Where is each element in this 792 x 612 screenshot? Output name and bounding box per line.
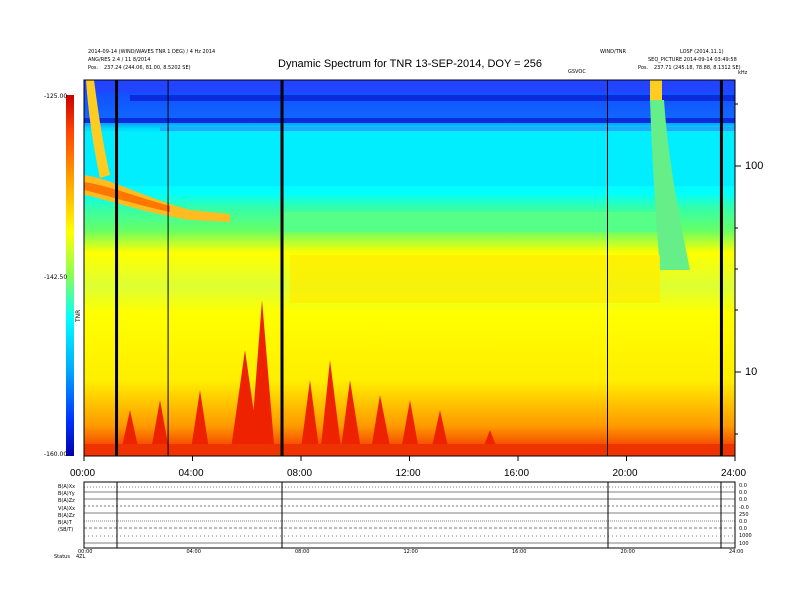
x-tick-label: 00:00 — [70, 468, 96, 479]
late-green-plume — [650, 100, 690, 270]
header-right-pos-label: Pos. — [638, 65, 649, 71]
y-axis-right — [735, 103, 741, 435]
band-light-1 — [160, 127, 735, 131]
strip-right-label: 250 — [739, 511, 749, 518]
band-top — [84, 80, 735, 92]
header-left-pos-label: Pos. — [88, 65, 99, 71]
band-dark-1 — [130, 95, 735, 101]
colorbar-tick-mid: -142.50 — [44, 274, 68, 281]
strip-bottom-tick: 24:00 — [729, 549, 744, 555]
strip-bottom-tick: 04:00 — [186, 549, 201, 555]
early-burst-core — [84, 182, 170, 212]
x-tick-label: 04:00 — [178, 468, 204, 479]
strip-left-label: (SB/T) — [58, 527, 74, 534]
colorbar — [66, 95, 74, 456]
header-right-top2: LOSF (2014.11.1) — [680, 49, 724, 55]
late-stripe — [650, 80, 662, 102]
bottom-red-floor — [84, 444, 735, 456]
colorbar-tick-bottom: -160.00 — [44, 451, 68, 458]
strip-right-label: 0.0 — [739, 526, 747, 533]
x-axis-ticks — [83, 456, 736, 461]
data-gap-lines — [115, 80, 723, 456]
chart-title: Dynamic Spectrum for TNR 13-SEP-2014, DO… — [278, 58, 543, 70]
strip-bottom-tick: 00:00 — [78, 549, 93, 555]
strip-left-label: B(A)Zz — [58, 512, 75, 519]
strip-frame — [83, 481, 736, 549]
header-right-corner: kHz — [738, 70, 748, 76]
mid-yellow-band — [290, 255, 660, 303]
strip-left-label: V(A)Xx — [58, 505, 76, 512]
strip-left-label: B(A)Zz — [58, 498, 75, 505]
strip-left-label: B(A)T — [58, 520, 72, 526]
strip-right-label: 1000 — [739, 533, 752, 540]
strip-gap-lines — [116, 482, 722, 548]
header-right-pos-value: 237.71 (245.18, 78.88, 8.1312 SE) — [654, 65, 741, 71]
x-tick-label: 16:00 — [504, 468, 530, 479]
strip-bottom-tick: 20:00 — [620, 549, 635, 555]
y-tick-10: 10 — [745, 366, 758, 378]
x-tick-label: 08:00 — [287, 468, 313, 479]
early-burst-arc — [84, 175, 230, 222]
band-dark-2 — [84, 118, 735, 123]
header-right-line2: SEQ_PICTURE 2014-09-14 03:49:58 — [648, 57, 737, 63]
colorbar-tick-top: -125.00 — [44, 93, 68, 100]
header-mid-right-label: GSVOC — [568, 69, 586, 75]
bottom-spikes — [120, 300, 500, 456]
strip-bottom-tick: 12:00 — [403, 549, 418, 555]
strip-left-label: B(A)Xx — [58, 484, 76, 490]
x-tick-label: 20:00 — [612, 468, 638, 479]
strip-right-label: 0.0 — [739, 519, 747, 525]
strip-traces — [84, 486, 735, 544]
strip-left-label: B(A)Yy — [58, 491, 75, 498]
strip-bottom-tick: 08:00 — [295, 549, 310, 555]
header-left-line2: ANG/RES 2.4 / 11 8/2014 — [88, 57, 151, 63]
strip-right-label: 0.0 — [739, 497, 747, 504]
strip-status-value: 4ZL — [76, 554, 86, 560]
y-tick-100: 100 — [745, 160, 764, 172]
x-tick-label: 24:00 — [721, 468, 747, 479]
cyan-region — [84, 131, 735, 186]
strip-right-label: 0.0 — [739, 490, 747, 497]
strip-right-label: -0.0 — [739, 504, 749, 511]
strip-right-label: 100 — [739, 540, 749, 547]
strip-bottom-tick: 16:00 — [512, 549, 527, 555]
green-region — [280, 212, 660, 232]
x-tick-label: 12:00 — [395, 468, 421, 479]
header-left-pos-value: 237.24 (244.06, 81.00, 8.5202 SE) — [104, 65, 191, 71]
strip-right-label: 0.0 — [739, 483, 747, 489]
early-streak — [86, 80, 110, 178]
header-right-top1: WIND/TNR — [600, 49, 626, 55]
header-left-line1: 2014-09-14 (WIND/WAVES TNR 1 DEG) / 4 Hz… — [88, 49, 216, 55]
strip-status-label: Status — [54, 554, 70, 560]
